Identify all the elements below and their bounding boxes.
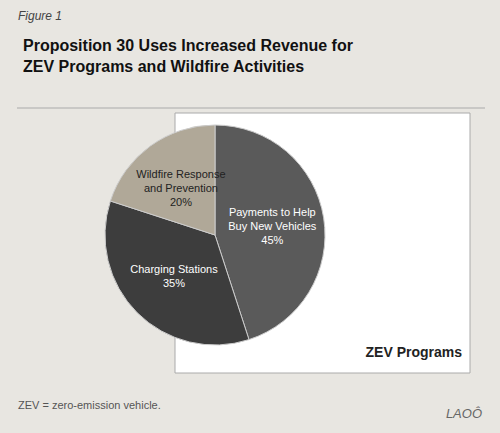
svg-text:ZEV Programs and Wildfire Acti: ZEV Programs and Wildfire Activities	[23, 58, 304, 75]
svg-text:LAOÔ: LAOÔ	[446, 406, 482, 421]
svg-text:20%: 20%	[170, 196, 192, 208]
svg-text:Proposition 30 Uses Increased: Proposition 30 Uses Increased Revenue fo…	[23, 37, 353, 54]
svg-text:Figure 1: Figure 1	[18, 9, 62, 23]
svg-text:45%: 45%	[261, 234, 283, 246]
svg-text:Wildfire Response: Wildfire Response	[136, 168, 225, 180]
svg-text:Charging Stations: Charging Stations	[130, 263, 218, 275]
svg-text:Payments to Help: Payments to Help	[229, 206, 316, 218]
svg-text:35%: 35%	[163, 277, 185, 289]
svg-text:ZEV Programs: ZEV Programs	[366, 344, 463, 360]
svg-text:ZEV = zero-emission vehicle.: ZEV = zero-emission vehicle.	[18, 399, 161, 411]
svg-text:and Prevention: and Prevention	[144, 182, 218, 194]
svg-text:Buy New Vehicles: Buy New Vehicles	[228, 220, 317, 232]
